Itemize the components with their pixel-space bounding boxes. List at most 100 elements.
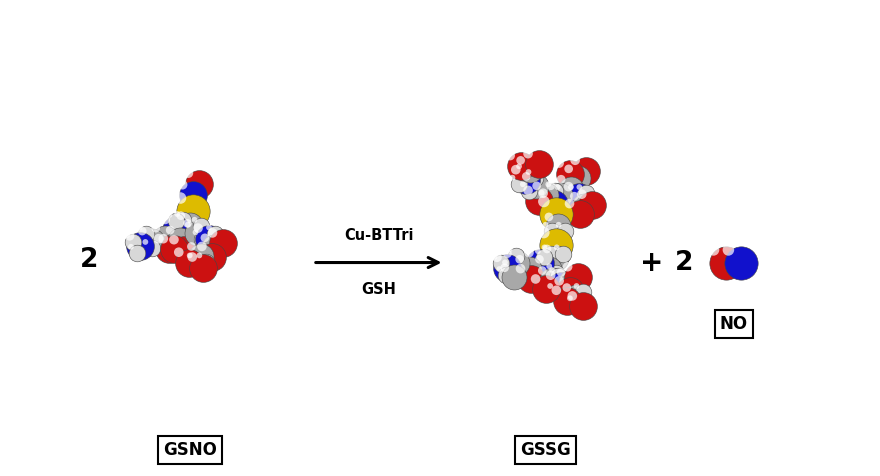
- Point: [158, 216, 172, 223]
- Point: [194, 252, 208, 260]
- Point: [571, 175, 585, 182]
- Point: [549, 210, 563, 218]
- Point: [180, 219, 194, 227]
- Point: [528, 175, 542, 182]
- Point: [176, 181, 190, 188]
- Point: [560, 284, 574, 291]
- Point: [568, 192, 582, 200]
- Point: [530, 182, 544, 189]
- Point: [707, 246, 721, 254]
- Point: [492, 265, 506, 273]
- Point: [521, 150, 535, 158]
- Point: [524, 275, 538, 283]
- Point: [547, 187, 561, 194]
- Point: [505, 174, 519, 181]
- Point: [545, 276, 559, 284]
- Point: [551, 272, 565, 280]
- Point: [133, 242, 147, 250]
- Point: [144, 237, 158, 244]
- Point: [561, 165, 576, 173]
- Point: [205, 253, 219, 261]
- Point: [560, 297, 574, 305]
- Point: [509, 166, 523, 173]
- Point: [512, 180, 526, 188]
- Point: [550, 244, 564, 251]
- Point: [488, 253, 502, 260]
- Point: [545, 266, 559, 274]
- Point: [193, 252, 207, 259]
- Point: [544, 250, 558, 258]
- Point: [535, 189, 549, 197]
- Point: [545, 227, 559, 235]
- Point: [543, 282, 557, 290]
- Text: GSNO: GSNO: [164, 441, 217, 459]
- Point: [535, 267, 549, 274]
- Point: [563, 295, 577, 302]
- Point: [518, 169, 532, 177]
- Point: [569, 282, 583, 290]
- Point: [499, 271, 513, 279]
- Text: Cu-BTTri: Cu-BTTri: [344, 228, 414, 243]
- Point: [185, 253, 199, 261]
- Point: [182, 259, 196, 267]
- Point: [563, 278, 577, 286]
- Point: [554, 268, 568, 276]
- Point: [504, 265, 518, 273]
- Point: [181, 169, 195, 177]
- Point: [139, 230, 153, 238]
- Point: [169, 226, 183, 234]
- Point: [556, 250, 570, 258]
- Point: [509, 252, 523, 259]
- Point: [167, 246, 181, 253]
- Point: [565, 292, 579, 300]
- Point: [541, 180, 555, 188]
- Point: [522, 168, 536, 176]
- Point: [532, 160, 546, 168]
- Point: [170, 210, 184, 218]
- Point: [172, 236, 187, 243]
- Point: [539, 191, 554, 199]
- Point: [538, 244, 552, 251]
- Point: [513, 256, 527, 263]
- Point: [120, 231, 134, 239]
- Point: [198, 234, 212, 242]
- Point: [546, 200, 561, 208]
- Point: [502, 246, 517, 253]
- Point: [178, 247, 192, 254]
- Point: [501, 250, 515, 258]
- Point: [549, 288, 563, 296]
- Point: [572, 193, 586, 201]
- Point: [194, 222, 208, 230]
- Point: [151, 235, 165, 242]
- Point: [510, 259, 524, 267]
- Point: [542, 213, 556, 221]
- Point: [551, 223, 565, 230]
- Point: [542, 265, 556, 273]
- Point: [551, 183, 565, 191]
- Point: [188, 228, 202, 236]
- Point: [187, 227, 202, 235]
- Point: [189, 258, 203, 266]
- Text: 2: 2: [80, 247, 99, 273]
- Point: [522, 249, 536, 257]
- Point: [522, 187, 536, 194]
- Point: [136, 227, 150, 235]
- Point: [561, 263, 575, 270]
- Point: [144, 245, 158, 252]
- Point: [531, 248, 545, 255]
- Point: [552, 221, 566, 228]
- Point: [540, 245, 554, 253]
- Point: [503, 152, 517, 159]
- Point: [514, 162, 528, 170]
- Point: [158, 234, 172, 241]
- Point: [539, 221, 553, 228]
- Point: [186, 191, 200, 199]
- Point: [573, 210, 587, 218]
- Point: [532, 256, 546, 263]
- Point: [557, 189, 571, 197]
- Point: [734, 259, 748, 267]
- Point: [501, 264, 515, 272]
- Point: [498, 258, 512, 266]
- Point: [194, 243, 209, 250]
- Point: [561, 183, 576, 190]
